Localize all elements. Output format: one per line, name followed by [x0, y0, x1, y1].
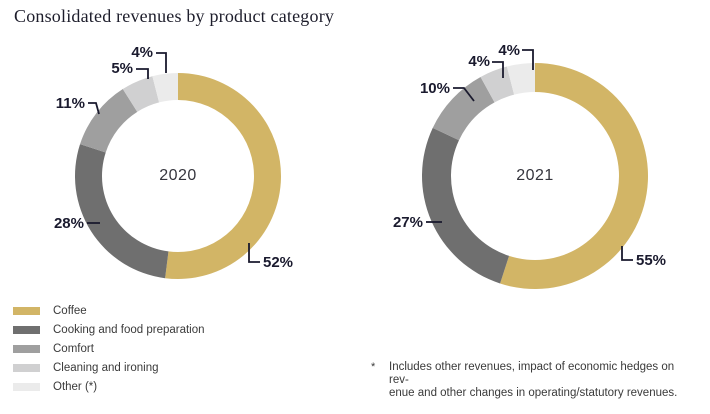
- slice-percent-label: 4%: [131, 44, 153, 61]
- legend-swatch-cleaning: [13, 363, 40, 372]
- footnote-line-1: Includes other revenues, impact of econo…: [389, 361, 675, 386]
- footnote-asterisk: *: [371, 361, 376, 373]
- donut-slice-2021-other: [506, 63, 535, 95]
- donut-center-year-2021: 2021: [516, 167, 554, 184]
- slice-percent-label: 28%: [54, 215, 84, 232]
- donut-slice-2020-coffee: [165, 73, 282, 279]
- donut-slice-2020-comfort: [80, 89, 138, 153]
- donut-slice-2020-cleaning-and-ironing: [122, 76, 160, 112]
- donut-slice-2021-cleaning-and-ironing: [480, 66, 515, 103]
- slice-percent-label: 27%: [393, 214, 423, 231]
- slice-percent-label: 5%: [111, 60, 133, 77]
- legend-label: Cleaning and ironing: [53, 361, 159, 374]
- slice-percent-label: 10%: [420, 80, 450, 97]
- slice-percent-label: 55%: [636, 252, 666, 269]
- legend-label: Cooking and food preparation: [53, 323, 205, 336]
- legend-label: Comfort: [53, 342, 94, 355]
- legend-label: Other (*): [53, 380, 98, 393]
- callout-line: [522, 49, 534, 70]
- legend-swatch-cooking: [13, 325, 40, 334]
- callout-line: [88, 102, 100, 115]
- footnote-text: Includes other revenues, impact of econo…: [389, 361, 683, 400]
- donut-chart-2020: 52% 28% 11% 5%4%: [54, 44, 293, 279]
- slice-percent-label: 4%: [498, 42, 520, 59]
- legend-swatch-comfort: [13, 344, 40, 353]
- callout-line: [621, 246, 633, 261]
- callout-line: [248, 243, 260, 263]
- legend-item-cooking: Cooking and food preparation: [13, 320, 205, 339]
- callout-line: [492, 61, 504, 78]
- footnote-line-2: enue and other changes in operating/stat…: [389, 387, 678, 399]
- donut-charts-canvas: 52%28%11%5%4%55%27%10%4%4%: [54, 42, 666, 289]
- legend: Coffee Cooking and food preparation Comf…: [13, 301, 205, 396]
- footnote: * Includes other revenues, impact of eco…: [371, 361, 683, 400]
- legend-item-comfort: Comfort: [13, 339, 205, 358]
- callout-line: [453, 87, 475, 102]
- donut-slice-2020-other: [152, 73, 178, 103]
- slice-percent-label: 52%: [263, 254, 293, 271]
- legend-item-cleaning: Cleaning and ironing: [13, 358, 205, 377]
- donut-center-year-2020: 2020: [159, 167, 197, 184]
- legend-label: Coffee: [53, 304, 87, 317]
- legend-swatch-other: [13, 382, 40, 391]
- donut-chart-2021: 55% 27% 10% 4% 4%: [393, 42, 666, 289]
- callout-line: [136, 68, 149, 79]
- slice-percent-label: 11%: [56, 95, 85, 112]
- slice-percent-label: 4%: [468, 53, 490, 70]
- page-title: Consolidated revenues by product categor…: [14, 6, 335, 26]
- legend-swatch-coffee: [13, 306, 40, 315]
- donut-slice-2021-coffee: [500, 63, 648, 289]
- callout-line: [156, 52, 167, 73]
- donut-slice-2021-cooking-and-food-preparation: [422, 127, 510, 284]
- legend-item-other: Other (*): [13, 377, 205, 396]
- legend-item-coffee: Coffee: [13, 301, 205, 320]
- donut-slice-2020-cooking-and-food-preparation: [74, 144, 169, 279]
- donut-slice-2021-comfort: [432, 76, 495, 141]
